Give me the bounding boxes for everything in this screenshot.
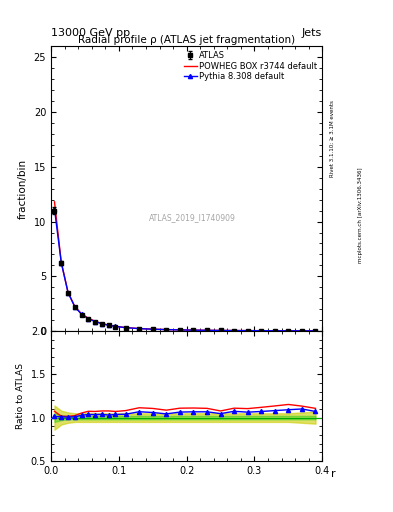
POWHEG BOX r3744 default xyxy=(178,327,182,333)
POWHEG BOX r3744 default xyxy=(72,304,77,310)
Text: Rivet 3.1.10; ≥ 3.1M events: Rivet 3.1.10; ≥ 3.1M events xyxy=(330,100,335,177)
POWHEG BOX r3744 default xyxy=(164,327,169,333)
Text: mcplots.cern.ch [arXiv:1306.3436]: mcplots.cern.ch [arXiv:1306.3436] xyxy=(358,167,363,263)
POWHEG BOX r3744 default xyxy=(123,325,128,331)
POWHEG BOX r3744 default xyxy=(272,328,277,334)
Pythia 8.308 default xyxy=(272,328,277,334)
Pythia 8.308 default xyxy=(286,328,291,334)
Pythia 8.308 default xyxy=(191,327,196,333)
POWHEG BOX r3744 default xyxy=(66,289,70,295)
Pythia 8.308 default xyxy=(59,260,64,266)
Text: ATLAS_2019_I1740909: ATLAS_2019_I1740909 xyxy=(149,212,235,222)
Pythia 8.308 default xyxy=(93,318,97,325)
Pythia 8.308 default xyxy=(107,322,111,328)
POWHEG BOX r3744 default xyxy=(52,199,57,205)
Pythia 8.308 default xyxy=(232,328,237,334)
POWHEG BOX r3744 default xyxy=(59,259,64,265)
POWHEG BOX r3744 default xyxy=(86,315,91,322)
Pythia 8.308 default xyxy=(86,315,91,322)
POWHEG BOX r3744 default xyxy=(191,327,196,333)
POWHEG BOX r3744 default xyxy=(205,327,209,333)
Pythia 8.308 default xyxy=(123,325,128,331)
POWHEG BOX r3744 default xyxy=(137,326,141,332)
POWHEG BOX r3744 default xyxy=(79,311,84,317)
Y-axis label: Ratio to ATLAS: Ratio to ATLAS xyxy=(16,363,25,429)
POWHEG BOX r3744 default xyxy=(259,328,264,334)
Pythia 8.308 default xyxy=(66,289,70,295)
Line: POWHEG BOX r3744 default: POWHEG BOX r3744 default xyxy=(55,202,316,331)
Pythia 8.308 default xyxy=(99,321,104,327)
Pythia 8.308 default xyxy=(137,326,141,332)
POWHEG BOX r3744 default xyxy=(151,326,155,332)
POWHEG BOX r3744 default xyxy=(313,328,318,334)
Pythia 8.308 default xyxy=(205,327,209,333)
POWHEG BOX r3744 default xyxy=(93,318,97,324)
POWHEG BOX r3744 default xyxy=(107,322,111,328)
POWHEG BOX r3744 default xyxy=(218,327,223,333)
POWHEG BOX r3744 default xyxy=(232,328,237,334)
POWHEG BOX r3744 default xyxy=(245,328,250,334)
Pythia 8.308 default xyxy=(299,328,304,334)
POWHEG BOX r3744 default xyxy=(299,328,304,334)
Pythia 8.308 default xyxy=(313,328,318,334)
Pythia 8.308 default xyxy=(52,206,57,212)
Pythia 8.308 default xyxy=(164,327,169,333)
Pythia 8.308 default xyxy=(218,327,223,333)
Text: Jets: Jets xyxy=(302,28,322,38)
Pythia 8.308 default xyxy=(178,327,182,333)
Pythia 8.308 default xyxy=(151,326,155,332)
POWHEG BOX r3744 default xyxy=(286,328,291,334)
Pythia 8.308 default xyxy=(259,328,264,334)
Y-axis label: fraction/bin: fraction/bin xyxy=(18,159,28,219)
Text: 13000 GeV pp: 13000 GeV pp xyxy=(51,28,130,38)
Title: Radial profile ρ (ATLAS jet fragmentation): Radial profile ρ (ATLAS jet fragmentatio… xyxy=(78,35,295,45)
POWHEG BOX r3744 default xyxy=(113,323,118,329)
POWHEG BOX r3744 default xyxy=(99,321,104,327)
Pythia 8.308 default xyxy=(79,311,84,317)
Line: Pythia 8.308 default: Pythia 8.308 default xyxy=(52,207,318,333)
X-axis label: r: r xyxy=(331,468,335,479)
Legend: ATLAS, POWHEG BOX r3744 default, Pythia 8.308 default: ATLAS, POWHEG BOX r3744 default, Pythia … xyxy=(183,50,318,82)
Pythia 8.308 default xyxy=(72,304,77,310)
Pythia 8.308 default xyxy=(113,324,118,330)
Pythia 8.308 default xyxy=(245,328,250,334)
